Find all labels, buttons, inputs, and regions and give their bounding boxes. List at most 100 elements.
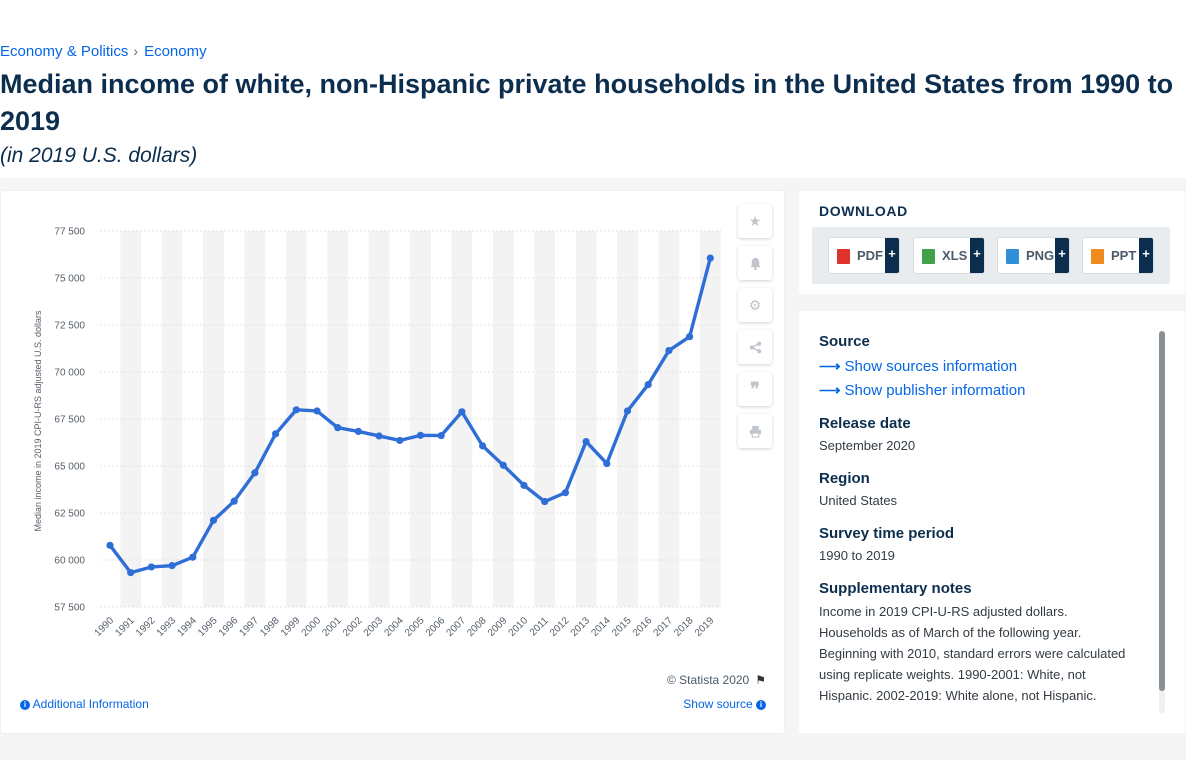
meta-content: Source ⟶ Show sources information ⟶ Show p…: [819, 311, 1149, 719]
star-icon: ★: [748, 212, 762, 229]
x-tick-label: 1990: [93, 615, 117, 639]
data-point: [168, 562, 176, 570]
plus-icon: +: [885, 238, 899, 273]
x-tick-label: 1999: [279, 615, 303, 639]
share-button[interactable]: [738, 330, 772, 364]
y-tick-label: 60 000: [54, 556, 85, 567]
breadcrumb-item-economy[interactable]: Economy: [144, 43, 207, 60]
arrow-right-icon: ⟶: [819, 382, 841, 399]
x-tick-label: 2013: [569, 615, 593, 639]
info-icon: i: [20, 700, 30, 710]
data-points: [106, 254, 714, 577]
data-point: [147, 563, 155, 571]
print-button[interactable]: [738, 414, 772, 448]
cite-button[interactable]: ❞: [738, 372, 772, 406]
data-point: [209, 516, 218, 524]
page-title: Median income of white, non-Hispanic pri…: [0, 69, 1174, 136]
download-png-button[interactable]: PNG +: [997, 237, 1070, 274]
data-point: [437, 431, 445, 440]
survey-period-value: 1990 to 2019: [819, 548, 895, 563]
data-point: [458, 408, 466, 416]
data-point: [189, 553, 197, 561]
x-tick-label: 2017: [652, 615, 676, 639]
x-tick-label: 1995: [196, 615, 220, 639]
show-publisher-link[interactable]: ⟶ Show publisher information: [819, 381, 1025, 399]
x-tick-label: 2001: [320, 615, 344, 639]
data-point: [354, 427, 362, 436]
x-tick-label: 2011: [528, 615, 551, 638]
download-xls-button[interactable]: XLS +: [913, 237, 985, 274]
y-tick-label: 77 500: [54, 227, 85, 238]
source-heading: Source: [819, 333, 870, 350]
show-source-label: Show source: [683, 697, 753, 711]
xls-file-icon: [922, 249, 935, 264]
data-point: [623, 407, 632, 415]
y-tick-label: 70 000: [54, 368, 85, 379]
data-point: [706, 254, 714, 262]
data-point: [292, 406, 300, 414]
survey-period-heading: Survey time period: [819, 525, 955, 542]
download-buttons: PDF + XLS + PNG + PPT +: [812, 227, 1170, 284]
download-ppt-button[interactable]: PPT +: [1082, 237, 1154, 274]
x-tick-label: 1993: [155, 615, 179, 639]
show-sources-link[interactable]: ⟶ Show sources information: [819, 357, 1017, 375]
additional-info-link[interactable]: i Additional Information: [20, 697, 149, 711]
y-tick-label: 75 000: [54, 274, 85, 285]
x-tick-label: 2012: [548, 615, 572, 639]
show-publisher-label: Show publisher information: [844, 382, 1026, 399]
x-tick-label: 1994: [175, 615, 199, 639]
download-ppt-label: PPT: [1111, 248, 1137, 263]
x-tick-label: 2004: [382, 615, 406, 639]
x-tick-label: 2009: [486, 615, 510, 639]
grid-lines: [100, 230, 721, 608]
favorite-button[interactable]: ★: [738, 204, 772, 238]
x-tick-label: 2019: [693, 615, 717, 639]
breadcrumb-item-economy-politics[interactable]: Economy & Politics: [0, 43, 129, 60]
plus-icon: +: [1055, 238, 1069, 273]
page-subtitle: (in 2019 U.S. dollars): [0, 144, 198, 167]
region-heading: Region: [819, 470, 870, 487]
x-tick-label: 2010: [507, 615, 531, 639]
chart-tools: ★ ⚙ ❞: [738, 204, 772, 456]
plus-icon: +: [970, 238, 984, 273]
print-icon: [749, 425, 761, 438]
data-point: [334, 424, 342, 432]
y-tick-label: 65 000: [54, 462, 85, 473]
x-tick-label: 2006: [424, 615, 448, 639]
release-date-value: September 2020: [819, 438, 916, 453]
data-point: [561, 489, 570, 497]
column-band: [244, 231, 266, 607]
info-icon: i: [756, 700, 766, 710]
data-point: [582, 437, 590, 446]
breadcrumb-separator: ›: [133, 43, 139, 59]
flag-icon[interactable]: ⚑: [755, 673, 766, 687]
y-tick-label: 72 500: [54, 321, 85, 332]
share-icon: [749, 341, 761, 353]
plus-icon: +: [1139, 238, 1153, 273]
notification-button[interactable]: [738, 246, 772, 280]
arrow-right-icon: ⟶: [819, 358, 841, 375]
meta-scrollbar[interactable]: [1159, 331, 1165, 713]
data-point: [313, 407, 321, 415]
settings-button[interactable]: ⚙: [738, 288, 772, 322]
data-point: [375, 432, 383, 440]
x-tick-label: 1991: [113, 615, 137, 639]
download-card: DOWNLOAD PDF + XLS + PNG + PPT +: [799, 191, 1185, 294]
x-tick-label: 2016: [631, 615, 655, 639]
data-point: [106, 541, 114, 549]
x-tick-label: 2003: [362, 615, 386, 639]
data-point: [499, 461, 507, 469]
x-tick-label: 2000: [300, 615, 324, 639]
show-source-link[interactable]: Show source i: [683, 697, 766, 711]
header-band: [0, 0, 1186, 178]
download-pdf-button[interactable]: PDF +: [828, 237, 900, 274]
y-tick-label: 62 500: [54, 509, 85, 520]
scrollbar-thumb[interactable]: [1159, 331, 1165, 691]
gear-icon: ⚙: [748, 296, 762, 313]
quote-icon: ❞: [750, 379, 760, 399]
data-point: [127, 568, 135, 577]
line-chart: 57 500 60 000 62 500 65 000 67 500 70 000 72 5…: [33, 227, 721, 639]
x-tick-label: 2007: [445, 615, 469, 639]
show-sources-label: Show sources information: [844, 358, 1018, 375]
data-point: [416, 431, 425, 439]
